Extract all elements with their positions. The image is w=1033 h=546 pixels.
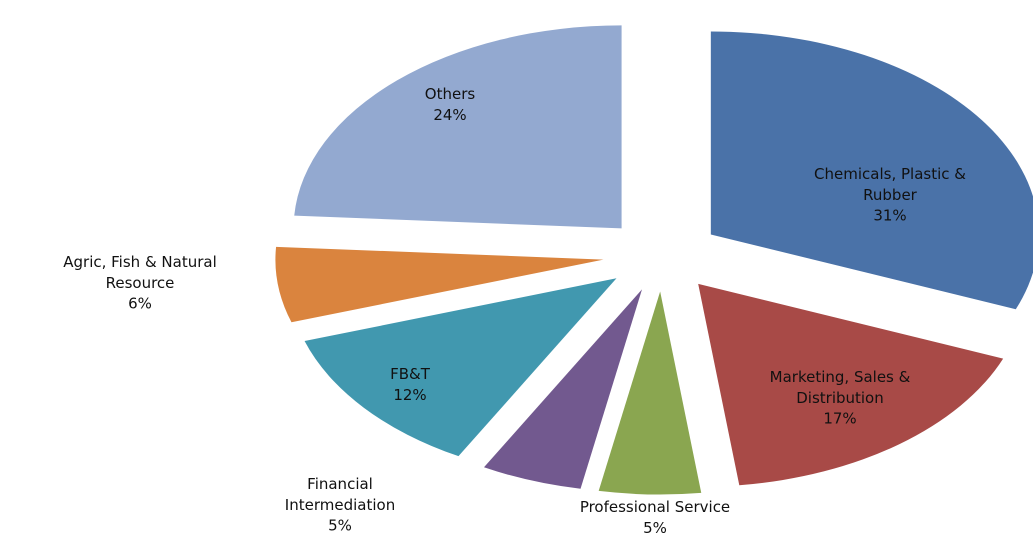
slice-label: Chemicals, Plastic & Rubber 31% [814, 165, 966, 225]
pie-slice [598, 291, 702, 495]
value-label: 5% [328, 517, 352, 535]
value-label: 17% [823, 410, 856, 428]
category-label: Agric, Fish & Natural Resource [63, 253, 217, 292]
slice-label: Professional Service 5% [580, 498, 730, 537]
pie-slice [294, 25, 622, 229]
category-label: FB&T [390, 365, 431, 383]
value-label: 5% [643, 519, 667, 537]
category-label: Others [425, 85, 476, 103]
value-label: 24% [433, 106, 466, 124]
value-label: 31% [873, 207, 906, 225]
slice-label: Agric, Fish & Natural Resource 6% [63, 253, 217, 313]
category-label: Financial Intermediation [285, 475, 395, 514]
value-label: 12% [393, 386, 426, 404]
slice-label: FB&T 12% [390, 365, 431, 404]
pie-slice [710, 31, 1033, 310]
category-label: Marketing, Sales & Distribution [770, 368, 911, 407]
pie-slice [698, 283, 1004, 486]
slice-label: Marketing, Sales & Distribution 17% [770, 368, 911, 428]
slice-label: Financial Intermediation 5% [285, 475, 395, 535]
pie-slice [275, 246, 604, 323]
category-label: Professional Service [580, 498, 730, 516]
pie-slice [304, 278, 617, 457]
category-label: Chemicals, Plastic & Rubber [814, 165, 966, 204]
value-label: 6% [128, 295, 152, 313]
slice-label: Others 24% [425, 85, 476, 124]
pie-slice [483, 289, 643, 489]
